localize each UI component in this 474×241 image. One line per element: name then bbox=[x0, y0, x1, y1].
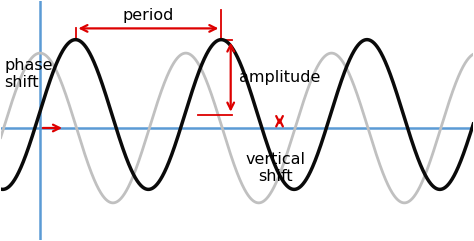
Text: amplitude: amplitude bbox=[238, 70, 320, 85]
Text: phase
shift: phase shift bbox=[5, 58, 53, 90]
Text: period: period bbox=[123, 8, 174, 23]
Text: vertical
shift: vertical shift bbox=[246, 152, 306, 184]
